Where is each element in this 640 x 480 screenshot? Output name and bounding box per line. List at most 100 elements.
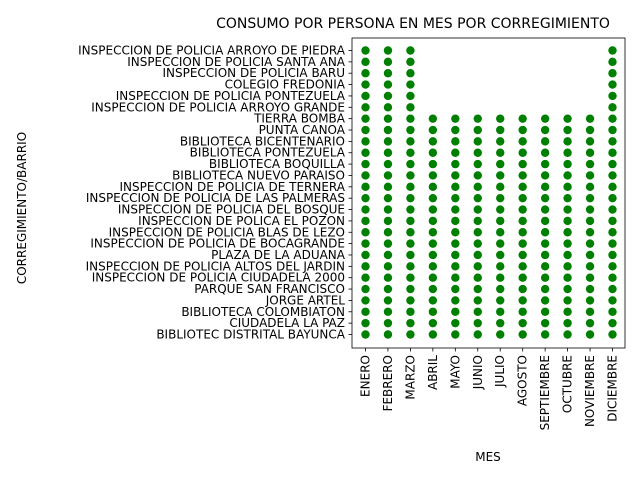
- y-axis-label: CORREGIMIENTO/BARRIO: [15, 132, 29, 284]
- scatter-point: [585, 228, 595, 237]
- y-tick-label: BIBLIOTEC DISTRITAL BAYUNCA: [156, 328, 345, 342]
- scatter-point: [585, 137, 595, 146]
- scatter-point: [608, 159, 617, 169]
- scatter-point: [496, 182, 505, 192]
- scatter-point: [563, 228, 572, 237]
- scatter-point: [518, 228, 527, 237]
- scatter-point: [473, 216, 482, 226]
- scatter-point: [361, 171, 370, 180]
- y-tick-label: BIBLIOTECA BICENTENARIO: [180, 134, 345, 148]
- scatter-point: [563, 159, 572, 169]
- scatter-point: [540, 262, 550, 271]
- scatter-point: [608, 250, 617, 260]
- y-tick-label: INSPECCION DE POLICIA CIUDADELA 2000: [92, 271, 345, 285]
- x-tick-label: JULIO: [493, 355, 507, 388]
- x-tick-label: ENERO: [359, 355, 373, 397]
- scatter-point: [473, 284, 482, 294]
- scatter-point: [473, 228, 482, 237]
- scatter-point: [518, 307, 527, 316]
- chart-title: CONSUMO POR PERSONA EN MES POR CORREGIMI…: [216, 16, 610, 32]
- scatter-point: [540, 137, 550, 146]
- scatter-point: [361, 318, 370, 328]
- scatter-point: [451, 137, 460, 146]
- scatter-point: [608, 103, 617, 112]
- scatter-point: [608, 216, 617, 226]
- scatter-point: [451, 296, 460, 305]
- scatter-point: [428, 137, 438, 146]
- scatter-point: [518, 250, 527, 260]
- scatter-point: [428, 159, 438, 169]
- scatter-point: [563, 307, 572, 316]
- scatter-point: [428, 262, 438, 271]
- scatter-point: [451, 284, 460, 294]
- scatter-point: [406, 262, 415, 271]
- scatter-point: [361, 69, 370, 78]
- scatter-point: [473, 239, 482, 248]
- scatter-point: [361, 239, 370, 248]
- scatter-point: [361, 296, 370, 305]
- scatter-point: [496, 148, 505, 157]
- scatter-point: [518, 239, 527, 248]
- scatter-point: [428, 125, 438, 135]
- scatter-point: [383, 330, 393, 339]
- scatter-point: [608, 137, 617, 146]
- scatter-point: [496, 250, 505, 260]
- scatter-point: [473, 318, 482, 328]
- scatter-point: [406, 193, 415, 203]
- scatter-point: [496, 193, 505, 203]
- scatter-point: [451, 182, 460, 192]
- y-tick-label: INSPECCION DE POLICIA DE TERNERA: [120, 180, 346, 194]
- scatter-point: [563, 205, 572, 214]
- scatter-point: [383, 46, 393, 55]
- plot-frame: [351, 37, 626, 349]
- scatter-point: [361, 205, 370, 214]
- y-tick-label: INSPECCION DE POLICIA BLAS DE LEZO: [109, 225, 345, 239]
- scatter-point: [383, 159, 393, 169]
- scatter-point: [473, 159, 482, 169]
- scatter-point: [406, 103, 415, 112]
- scatter-point: [608, 69, 617, 78]
- scatter-point: [451, 114, 460, 123]
- scatter-point: [406, 171, 415, 180]
- y-tick-label: TIERRA BOMBA: [253, 112, 346, 126]
- scatter-point: [496, 284, 505, 294]
- scatter-point: [383, 148, 393, 157]
- y-tick-label: BIBLIOTECA COLOMBIATON: [181, 305, 345, 319]
- y-tick-label: PARQUE SAN FRANCISCO: [194, 282, 345, 296]
- scatter-point: [518, 148, 527, 157]
- scatter-point: [518, 137, 527, 146]
- scatter-point: [383, 103, 393, 112]
- scatter-point: [563, 137, 572, 146]
- scatter-point: [451, 205, 460, 214]
- scatter-point: [406, 284, 415, 294]
- scatter-point: [428, 205, 438, 214]
- scatter-point: [563, 193, 572, 203]
- scatter-point: [406, 228, 415, 237]
- scatter-point: [540, 148, 550, 157]
- scatter-point: [428, 193, 438, 203]
- scatter-point: [383, 193, 393, 203]
- scatter-point: [540, 159, 550, 169]
- y-tick-label: INSPECCION DE POLICIA ARROYO DE PIEDRA: [78, 44, 346, 58]
- scatter-point: [585, 296, 595, 305]
- scatter-point: [361, 46, 370, 55]
- scatter-point: [406, 216, 415, 226]
- scatter-point: [473, 171, 482, 180]
- scatter-point: [428, 307, 438, 316]
- scatter-point: [585, 159, 595, 169]
- y-tick-label: INSPECCION DE POLICA EL POZON: [138, 214, 345, 228]
- y-tick-label: INSPECCION DE POLICIA SANTA ANA: [127, 55, 346, 69]
- scatter-point: [428, 318, 438, 328]
- scatter-point: [540, 216, 550, 226]
- scatter-point: [361, 159, 370, 169]
- y-tick-label: COLEGIO FREDONIA: [225, 78, 346, 92]
- scatter-point: [451, 262, 460, 271]
- scatter-point: [518, 182, 527, 192]
- scatter-point: [428, 216, 438, 226]
- scatter-point: [563, 284, 572, 294]
- scatter-point: [496, 205, 505, 214]
- scatter-point: [540, 296, 550, 305]
- scatter-point: [383, 125, 393, 135]
- scatter-point: [451, 148, 460, 157]
